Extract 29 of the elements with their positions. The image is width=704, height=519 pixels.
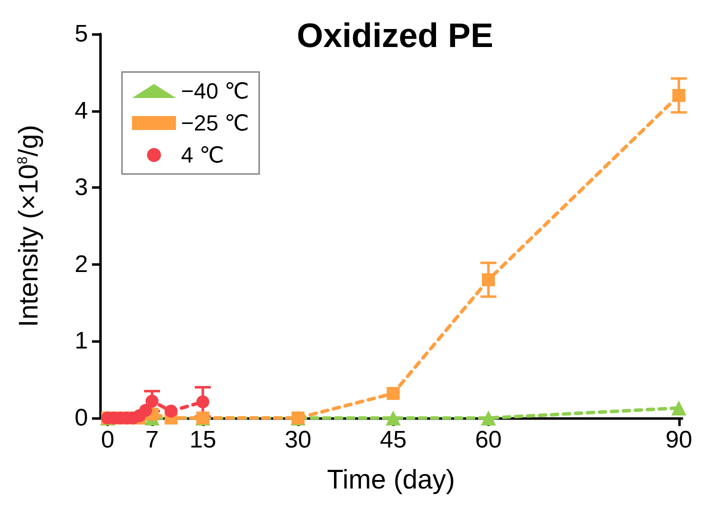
x-tick-label: 15 bbox=[189, 426, 216, 454]
point bbox=[386, 386, 400, 400]
x-axis-title: Time (day) bbox=[326, 464, 456, 494]
point bbox=[480, 410, 496, 426]
point bbox=[146, 394, 159, 408]
x-tick-label: 7 bbox=[145, 426, 159, 454]
point bbox=[164, 404, 178, 418]
y-axis-title: Intensity (×108/g) bbox=[14, 124, 44, 328]
legend-label: 4 ℃ bbox=[181, 142, 224, 168]
legend-label: −40 ℃ bbox=[181, 78, 250, 104]
y-tick-label: 3 bbox=[74, 174, 88, 202]
y-tick-label: 2 bbox=[74, 250, 88, 278]
y-tick-label: 1 bbox=[74, 328, 88, 355]
y-tick-label: 4 bbox=[74, 97, 88, 124]
point bbox=[386, 410, 401, 426]
x-tick-label: 30 bbox=[284, 426, 312, 454]
legend-label: −25 ℃ bbox=[181, 110, 250, 136]
point bbox=[672, 88, 686, 102]
y-tick-label: 0 bbox=[74, 404, 88, 432]
x-tick-label: 45 bbox=[380, 426, 407, 454]
point bbox=[671, 400, 686, 416]
x-tick-label: 0 bbox=[100, 426, 114, 454]
y-tick-label: 5 bbox=[74, 20, 88, 48]
x-tick-label: 60 bbox=[475, 426, 502, 454]
point bbox=[482, 273, 495, 286]
point bbox=[196, 395, 210, 408]
point bbox=[139, 404, 152, 417]
x-tick-label: 90 bbox=[665, 426, 692, 454]
chart-title: Oxidized PE bbox=[296, 17, 494, 55]
